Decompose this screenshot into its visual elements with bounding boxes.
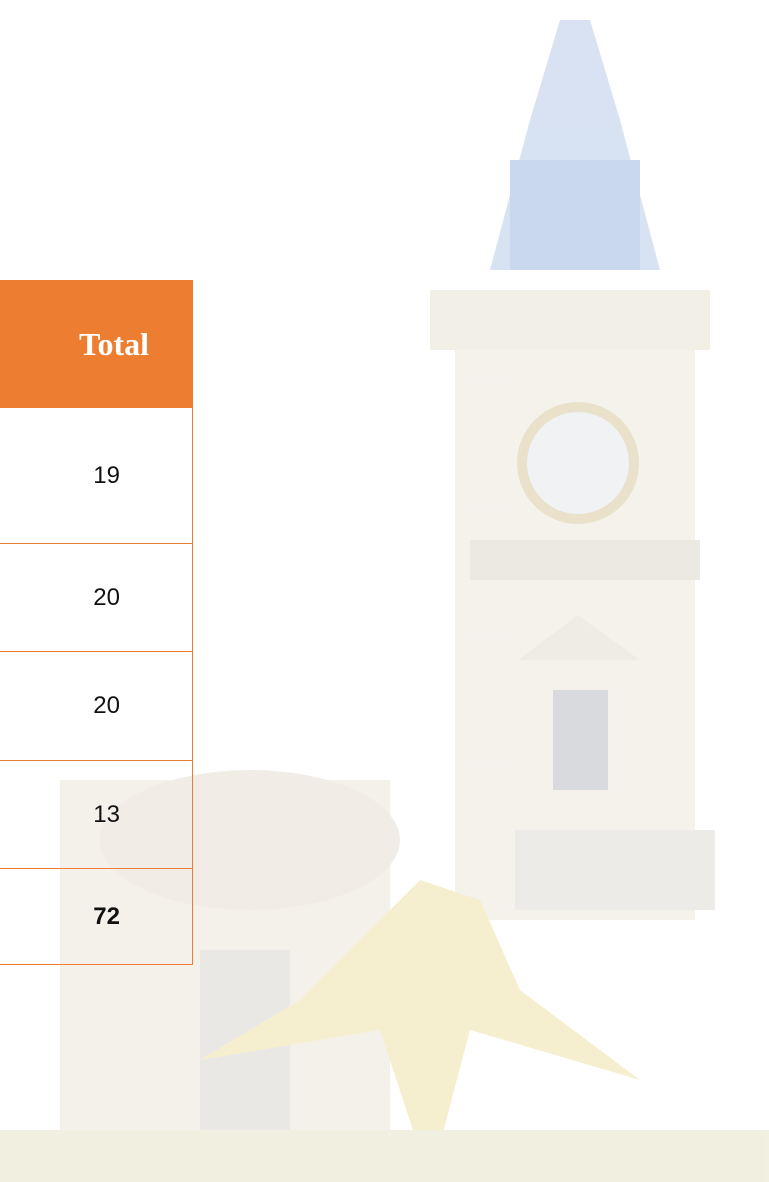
table-cell: 20 — [0, 544, 193, 652]
table-cell: 13 — [0, 761, 193, 869]
table-cell: 19 — [0, 408, 193, 544]
table-cell: 20 — [0, 652, 193, 761]
total-cell: 72 — [0, 869, 193, 965]
header-cell: Total — [0, 280, 193, 408]
